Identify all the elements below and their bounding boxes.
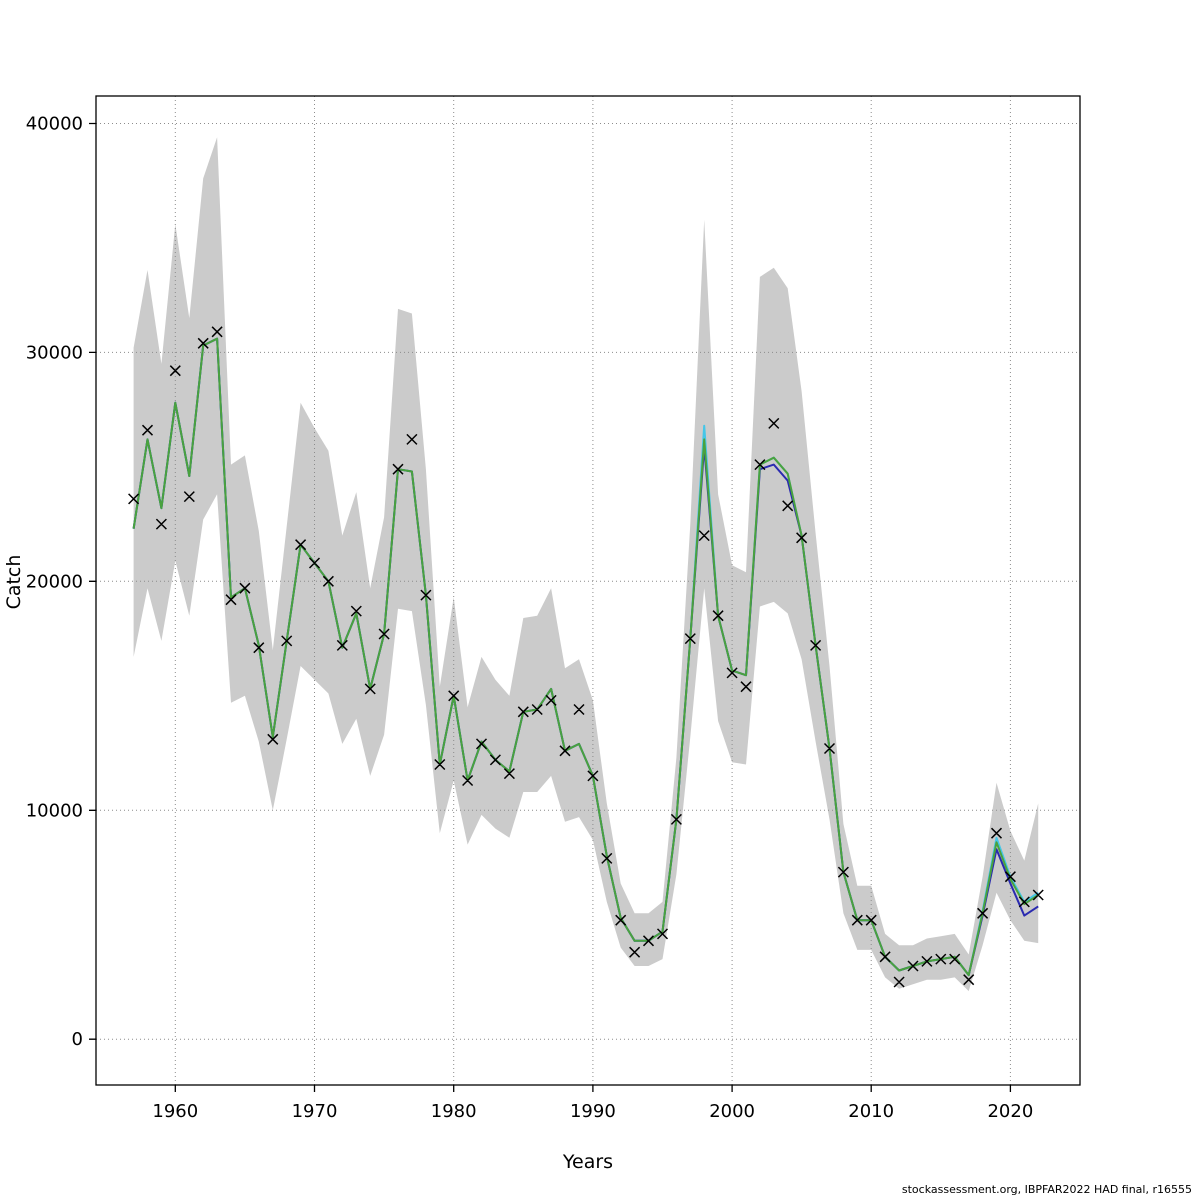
y-tick-label: 20000 [26,571,83,592]
confidence-band [133,137,1039,992]
x-tick-label: 1980 [431,1101,477,1122]
x-tick-label: 2020 [987,1101,1033,1122]
x-tick-label: 2000 [709,1101,755,1122]
axis-ticks [89,122,1012,1092]
observed-catch-markers [128,326,1044,988]
gridlines [96,96,1080,1085]
y-axis-label: Catch [3,554,25,610]
y-tick-label: 0 [72,1029,83,1050]
x-tick-label: 1970 [292,1101,338,1122]
plot-border [95,95,1081,1086]
y-tick-label: 40000 [26,114,83,135]
y-tick-label: 30000 [26,342,83,363]
x-tick-label: 1960 [152,1101,198,1122]
x-tick-label: 1990 [570,1101,616,1122]
x-tick-label: 2010 [848,1101,894,1122]
y-tick-label: 10000 [26,800,83,821]
source-credit: stockassessment.org, IBPFAR2022 HAD fina… [901,1183,1192,1196]
x-axis-label: Years [562,1151,614,1173]
